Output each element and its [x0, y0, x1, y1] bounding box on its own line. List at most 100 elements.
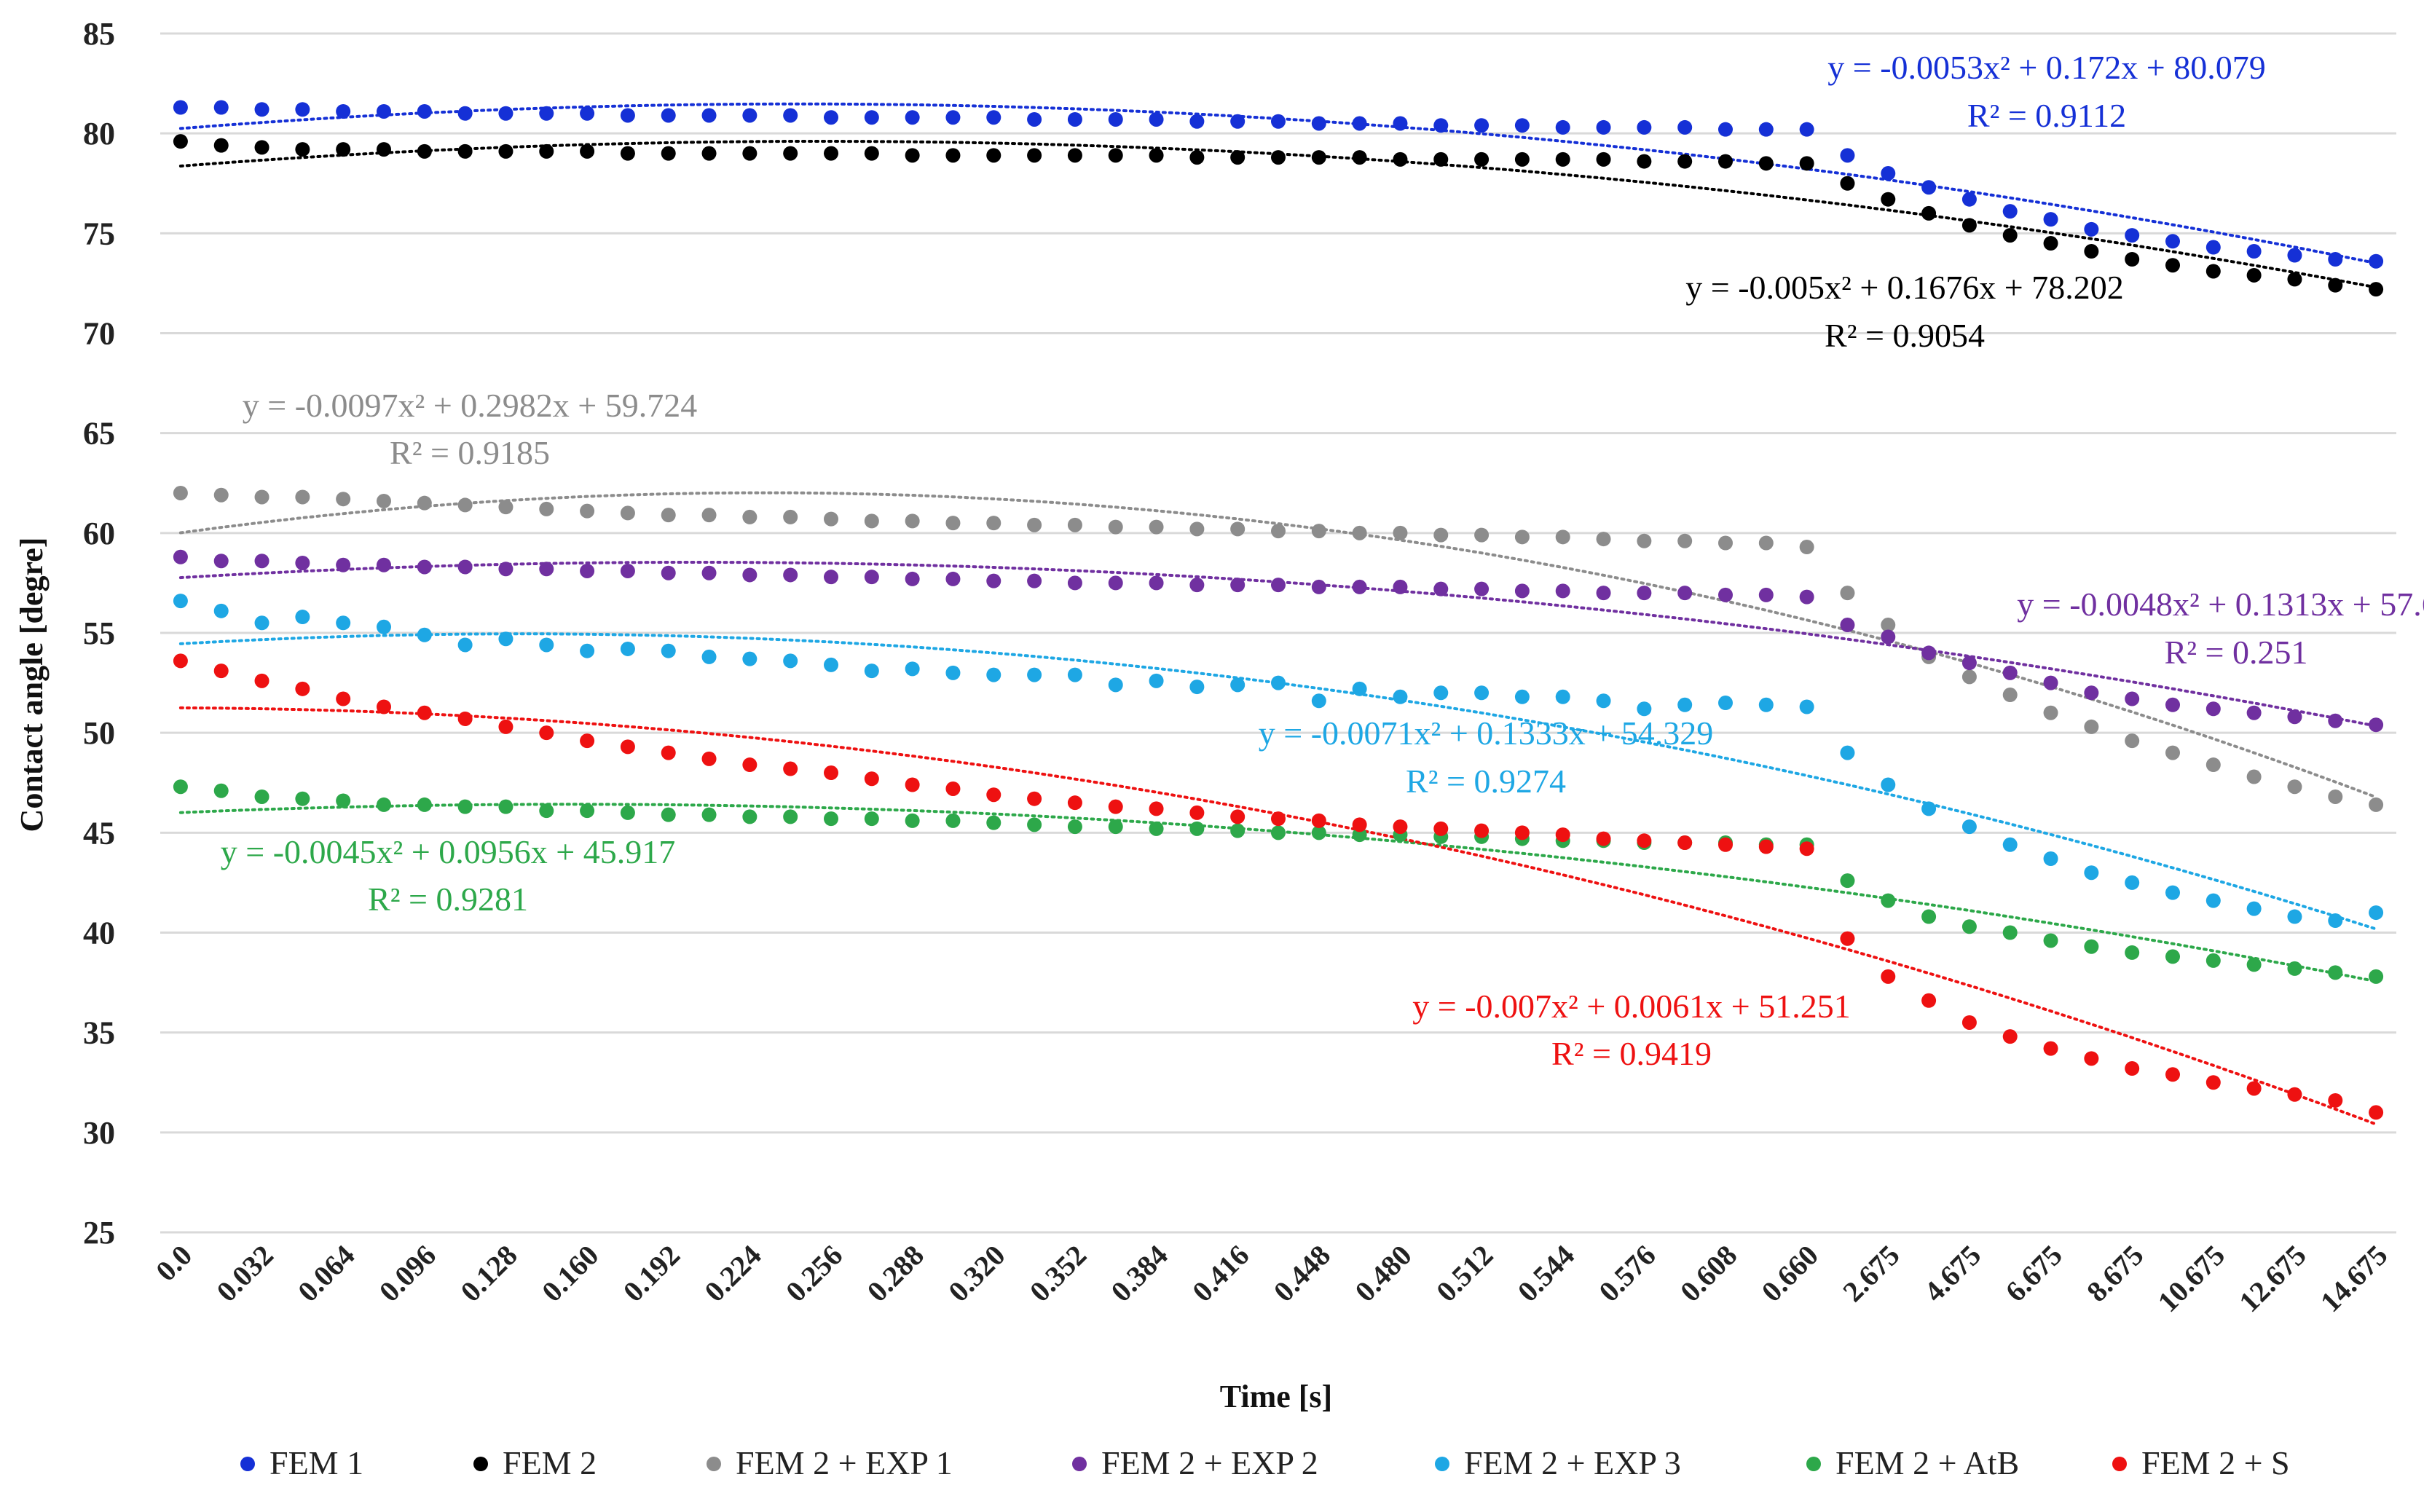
data-point: [213, 554, 229, 569]
series-fem-2-exp-3: [173, 594, 2384, 929]
data-point: [1311, 825, 1326, 840]
data-point: [1921, 645, 1937, 661]
data-point: [1840, 873, 1855, 889]
data-point: [377, 493, 391, 508]
data-point: [2002, 228, 2018, 243]
data-point: [2165, 949, 2180, 964]
data-point: [1799, 841, 1814, 857]
data-point: [1840, 931, 1855, 946]
data-point: [2369, 1105, 2384, 1120]
data-point: [864, 146, 879, 161]
data-point: [2043, 236, 2058, 251]
data-point: [417, 559, 432, 575]
data-point: [1514, 583, 1530, 599]
data-point: [2165, 885, 2180, 900]
data-point: [1596, 532, 1611, 547]
data-point: [2043, 933, 2058, 948]
data-point: [2002, 204, 2018, 219]
data-point: [2125, 733, 2140, 749]
data-point: [1961, 919, 1977, 934]
data-point: [905, 148, 920, 163]
data-point: [2287, 709, 2302, 725]
data-point: [2328, 277, 2343, 293]
data-point: [1840, 745, 1855, 760]
data-point: [824, 811, 838, 827]
data-point: [2043, 1041, 2058, 1056]
data-point: [1189, 821, 1205, 836]
data-point: [1474, 151, 1490, 167]
x-tick-label: 0.288: [861, 1239, 930, 1308]
data-point: [742, 651, 758, 666]
r-squared-fem-2: R² = 0.9054: [1825, 317, 1985, 354]
y-tick-label: 40: [83, 916, 115, 951]
data-point: [1799, 699, 1814, 714]
data-point: [1271, 524, 1286, 539]
y-axis-ticks: 25 30 35 40 45 50 55 60 65 70 75 80 85: [83, 16, 115, 1251]
data-point: [1514, 529, 1530, 545]
x-tick-label: 0.192: [617, 1239, 686, 1308]
r-squared-fem-2-atb: R² = 0.9281: [368, 881, 528, 918]
data-point: [1514, 151, 1530, 167]
data-point: [1961, 819, 1977, 835]
x-axis-ticks: 0.0 0.032 0.064 0.096 0.128 0.160 0.192 0.224 0.…: [149, 1239, 2393, 1319]
data-point: [1271, 114, 1286, 129]
data-point: [254, 673, 269, 688]
data-point: [742, 757, 758, 773]
data-point: [1230, 677, 1246, 693]
data-point: [701, 146, 717, 161]
data-point: [1393, 689, 1408, 704]
y-tick-label: 60: [83, 516, 115, 551]
x-tick-label: 0.256: [779, 1239, 849, 1308]
data-point: [1067, 111, 1082, 127]
data-point: [213, 138, 229, 153]
data-point: [1881, 777, 1896, 792]
data-point: [1677, 533, 1693, 548]
data-point: [1881, 629, 1896, 645]
data-point: [1555, 827, 1570, 843]
data-point: [580, 563, 595, 578]
data-point: [905, 813, 920, 828]
data-point: [1596, 119, 1611, 135]
data-point: [1067, 517, 1082, 532]
data-point: [580, 143, 595, 159]
data-point: [1189, 805, 1205, 820]
data-point: [2205, 757, 2221, 773]
trend-equation-fem-2-atb: y = -0.0045x² + 0.0956x + 45.917: [221, 833, 675, 870]
data-point: [254, 489, 269, 505]
data-point: [1921, 801, 1937, 816]
data-point: [1108, 799, 1123, 814]
data-point: [2205, 701, 2221, 717]
r-squared-fem-1: R² = 0.9112: [1967, 97, 2126, 134]
data-point: [1840, 618, 1855, 633]
data-point: [1555, 583, 1570, 599]
data-point: [2328, 913, 2343, 929]
trend-equation-fem-2: y = -0.005x² + 0.1676x + 78.202: [1685, 269, 2123, 306]
data-point: [417, 705, 432, 720]
data-point: [1027, 817, 1042, 832]
y-tick-label: 55: [83, 615, 115, 651]
data-point: [295, 102, 310, 117]
data-point: [864, 811, 879, 827]
x-tick-label: 8.675: [2080, 1239, 2149, 1308]
data-point: [457, 143, 473, 159]
data-point: [377, 797, 391, 812]
data-point: [457, 637, 473, 653]
data-point: [620, 739, 635, 755]
data-point: [1596, 586, 1611, 601]
data-point: [1596, 831, 1611, 846]
data-point: [498, 719, 513, 734]
data-point: [1027, 791, 1042, 806]
data-point: [417, 103, 432, 119]
data-point: [2205, 893, 2221, 908]
data-point: [336, 615, 351, 631]
data-point: [1271, 150, 1286, 165]
data-point: [254, 140, 269, 155]
series-fem-2-s: [173, 653, 2384, 1120]
data-point: [1514, 689, 1530, 704]
data-point: [336, 142, 351, 157]
data-point: [1189, 521, 1205, 537]
data-point: [986, 787, 1002, 803]
x-tick-label: 6.675: [1999, 1239, 2068, 1308]
data-point: [336, 492, 351, 507]
